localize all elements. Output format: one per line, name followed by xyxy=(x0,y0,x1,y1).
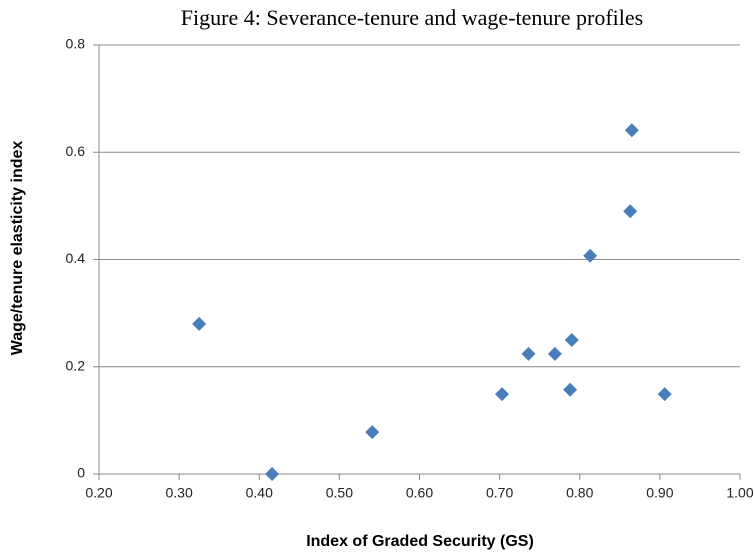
point xyxy=(495,387,510,402)
y-tick-label: 0.2 xyxy=(66,357,86,373)
x-tick-label: 1.00 xyxy=(726,485,753,501)
x-tick-label: 0.70 xyxy=(486,485,513,501)
x-axis-title: Index of Graded Security (GS) xyxy=(306,533,534,550)
point xyxy=(564,332,579,347)
point xyxy=(521,346,536,361)
y-tick-label: 0 xyxy=(77,465,85,481)
x-tick-label: 0.50 xyxy=(326,485,353,501)
y-axis-title: Wage/tenure elasticity index xyxy=(9,141,26,356)
point xyxy=(657,387,672,402)
x-tick-label: 0.30 xyxy=(166,485,193,501)
point xyxy=(583,248,598,263)
point xyxy=(365,425,380,440)
y-tick-label: 0.6 xyxy=(66,143,86,159)
x-tick-label: 0.80 xyxy=(566,485,593,501)
point xyxy=(563,382,578,397)
point xyxy=(265,467,280,481)
point xyxy=(547,346,562,361)
chart-title: Figure 4: Severance-tenure and wage-tenu… xyxy=(181,5,643,30)
x-tick-label: 0.40 xyxy=(246,485,273,501)
x-tick-label: 0.20 xyxy=(85,485,112,501)
y-tick-label: 0.8 xyxy=(66,36,86,52)
x-tick-label: 0.60 xyxy=(406,485,433,501)
point xyxy=(623,204,638,219)
point xyxy=(624,123,639,138)
y-tick-label: 0.4 xyxy=(66,250,86,266)
point xyxy=(192,316,207,331)
x-tick-label: 0.90 xyxy=(646,485,673,501)
